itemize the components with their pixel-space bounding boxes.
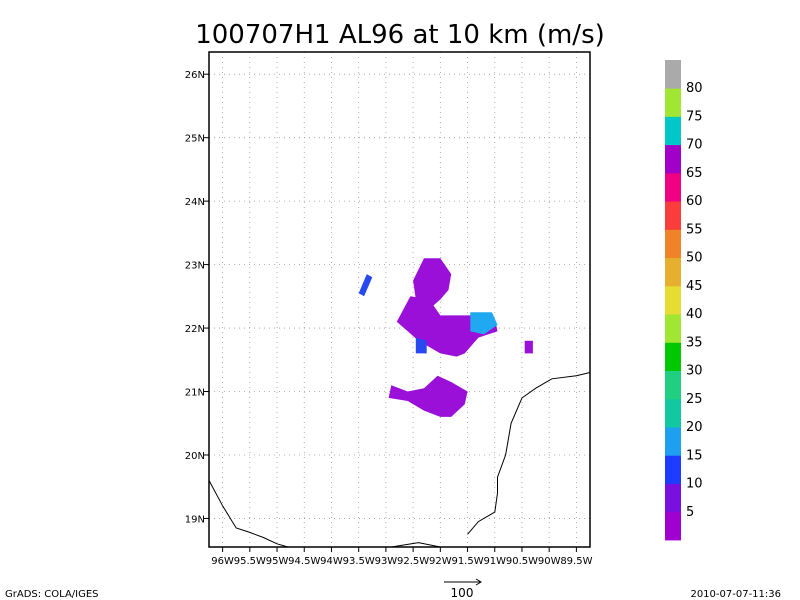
colorbar-swatch — [665, 398, 681, 428]
x-tick-label: 94W — [320, 556, 343, 567]
colorbar-swatch — [665, 342, 681, 371]
x-tick-label: 96W — [211, 556, 234, 567]
colorbar-label: 55 — [686, 222, 703, 237]
colorbar-swatch — [665, 455, 681, 484]
x-tick-label: 90.5W — [506, 556, 538, 567]
coastline — [467, 372, 591, 535]
y-tick-label: 22N — [185, 324, 205, 335]
colorbar-label: 40 — [686, 307, 703, 322]
reference-vector: 100 — [444, 578, 482, 600]
x-tick-label: 94.5W — [288, 556, 320, 567]
x-tick-label: 90W — [538, 556, 561, 567]
wind-region — [358, 274, 373, 297]
wind-region — [415, 337, 427, 354]
colorbar: 5 10 15 20 25 30 35 40 45 50 55 60 65 70 75 80 — [665, 60, 703, 541]
coastlines — [208, 372, 591, 548]
plot-border — [208, 51, 591, 548]
wind-region — [470, 312, 498, 335]
colorbar-swatch — [665, 511, 681, 541]
colorbar-label: 30 — [686, 364, 703, 379]
colorbar-swatch — [665, 201, 681, 230]
x-tick-label: 93.5W — [343, 556, 375, 567]
wind-speed-regions — [358, 258, 533, 417]
coastline — [208, 480, 289, 548]
plot-area: 96W 95.5W 95W 94.5W 94W 93.5W 93W 92.5W 92W 91.5W… — [185, 51, 593, 567]
y-tick-label: 20N — [185, 451, 205, 462]
x-tick-label: 92.5W — [397, 556, 429, 567]
reference-vector-label: 100 — [451, 586, 474, 600]
x-tick-label: 91W — [483, 556, 506, 567]
colorbar-label: 75 — [686, 110, 703, 125]
colorbar-label: 50 — [686, 251, 703, 266]
colorbar-swatch — [665, 483, 681, 513]
colorbar-swatch — [665, 88, 681, 117]
colorbar-label: 15 — [686, 448, 703, 463]
y-tick-label: 21N — [185, 388, 205, 399]
reference-vector-head — [475, 578, 482, 586]
x-tick-label: 92W — [429, 556, 452, 567]
colorbar-swatch — [665, 314, 681, 343]
chart-title: 100707H1 AL96 at 10 km (m/s) — [195, 20, 605, 50]
colorbar-swatch — [665, 285, 681, 315]
y-axis-ticks: 19N 20N 21N 22N 23N 24N 25N 26N — [185, 70, 209, 525]
y-tick-label: 25N — [185, 134, 205, 145]
wind-region — [413, 258, 452, 309]
colorbar-label: 80 — [686, 81, 703, 96]
colorbar-swatch — [665, 257, 681, 287]
footer-credit: GrADS: COLA/IGES — [5, 589, 99, 600]
colorbar-label: 45 — [686, 279, 703, 294]
colorbar-swatch — [665, 370, 681, 400]
wind-region — [388, 375, 468, 417]
colorbar-label: 25 — [686, 392, 703, 407]
colorbar-label: 20 — [686, 420, 703, 435]
y-tick-label: 24N — [185, 197, 205, 208]
colorbar-swatch — [665, 116, 681, 146]
x-axis-ticks: 96W 95.5W 95W 94.5W 94W 93.5W 93W 92.5W 92W 91.5W… — [211, 547, 593, 567]
x-tick-label: 95.5W — [234, 556, 266, 567]
x-tick-label: 95W — [266, 556, 289, 567]
colorbar-swatch — [665, 144, 681, 174]
wind-region — [524, 340, 533, 354]
colorbar-swatch — [665, 427, 681, 456]
colorbar-label: 65 — [686, 166, 703, 181]
footer-timestamp: 2010-07-07-11:36 — [690, 589, 781, 600]
colorbar-swatch — [665, 60, 681, 89]
y-tick-label: 26N — [185, 70, 205, 81]
colorbar-label: 5 — [686, 505, 694, 520]
x-tick-label: 93W — [375, 556, 398, 567]
colorbar-swatch — [665, 229, 681, 259]
plot-frame — [209, 52, 590, 547]
y-tick-label: 19N — [185, 514, 205, 525]
x-tick-label: 89.5W — [560, 556, 592, 567]
x-tick-label: 91.5W — [451, 556, 483, 567]
coastline — [391, 542, 441, 548]
colorbar-swatch — [665, 172, 681, 202]
colorbar-label: 10 — [686, 477, 703, 492]
colorbar-label: 35 — [686, 335, 703, 350]
colorbar-label: 60 — [686, 194, 703, 209]
y-tick-label: 23N — [185, 261, 205, 272]
colorbar-label: 70 — [686, 138, 703, 153]
